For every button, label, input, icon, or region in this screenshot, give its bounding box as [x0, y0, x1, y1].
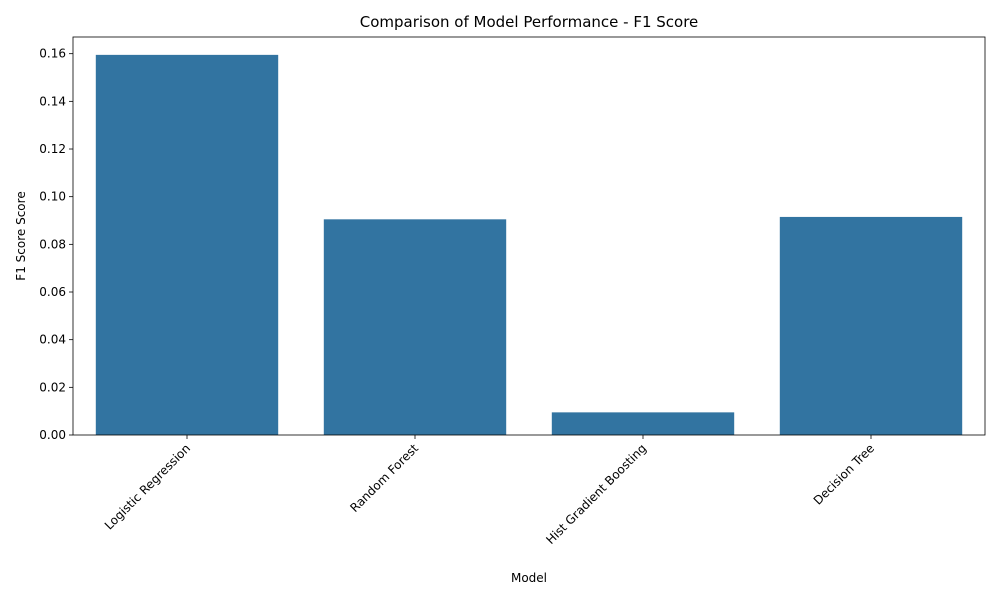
y-tick-label: 0.02 — [39, 380, 66, 394]
y-tick-label: 0.00 — [39, 428, 66, 442]
plot-frame — [72, 36, 986, 436]
y-axis: 0.00 0.02 0.04 0.06 0.08 0.10 0.12 0.14 0.16 — [39, 47, 73, 442]
bar-hist-gradient-boosting — [551, 412, 735, 435]
x-axis-label: Model — [511, 571, 547, 585]
y-tick-label: 0.16 — [39, 47, 66, 61]
y-tick-label: 0.06 — [39, 285, 66, 299]
y-tick-label: 0.14 — [39, 94, 66, 108]
y-axis-label: F1 Score Score — [14, 191, 28, 280]
y-tick-label: 0.12 — [39, 142, 66, 156]
y-tick-label: 0.08 — [39, 237, 66, 251]
bars-layer — [95, 54, 963, 436]
x-tick-label: Decision Tree — [811, 441, 877, 507]
x-tick-label: Logistic Regression — [102, 441, 193, 532]
bar-logistic-regression — [95, 54, 279, 436]
bar-random-forest — [323, 219, 507, 435]
x-axis: Logistic Regression Random Forest Hist Gra… — [102, 435, 877, 547]
y-tick-label: 0.10 — [39, 190, 66, 204]
x-tick-label: Hist Gradient Boosting — [543, 441, 649, 547]
x-tick-label: Random Forest — [347, 441, 421, 515]
bar-decision-tree — [779, 216, 963, 435]
chart-title: Comparison of Model Performance - F1 Sco… — [360, 13, 699, 31]
y-tick-label: 0.04 — [39, 333, 66, 347]
